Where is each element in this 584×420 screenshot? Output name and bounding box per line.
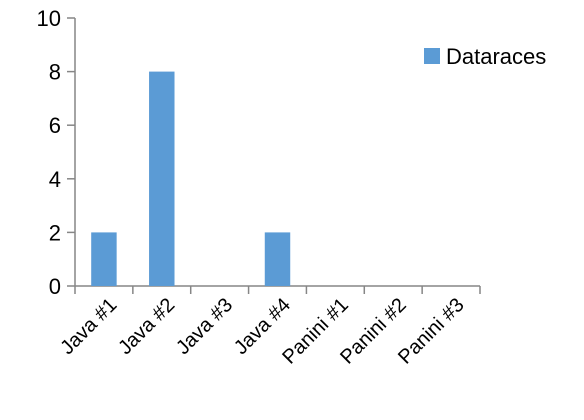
x-category-label: Java #1	[56, 294, 121, 359]
x-category-label: Java #2	[114, 294, 179, 359]
y-tick-label: 2	[49, 220, 61, 245]
bar-java-2	[149, 71, 175, 286]
y-tick-label: 6	[49, 113, 61, 138]
legend-label: Dataraces	[446, 44, 546, 69]
bar-series	[91, 71, 291, 286]
bar-java-4	[264, 232, 291, 286]
x-category-label: Java #3	[172, 294, 237, 359]
y-tick-label: 4	[49, 167, 61, 192]
y-tick-label: 10	[37, 6, 61, 31]
x-axis-ticks	[74, 286, 481, 294]
y-tick-label: 8	[49, 60, 61, 85]
y-tick-label: 0	[49, 274, 61, 299]
legend-swatch	[424, 48, 440, 64]
y-axis-ticks: 0 2 4 6 8 10	[37, 6, 75, 299]
bar-java-1	[91, 232, 117, 286]
legend: Dataraces	[424, 44, 546, 69]
